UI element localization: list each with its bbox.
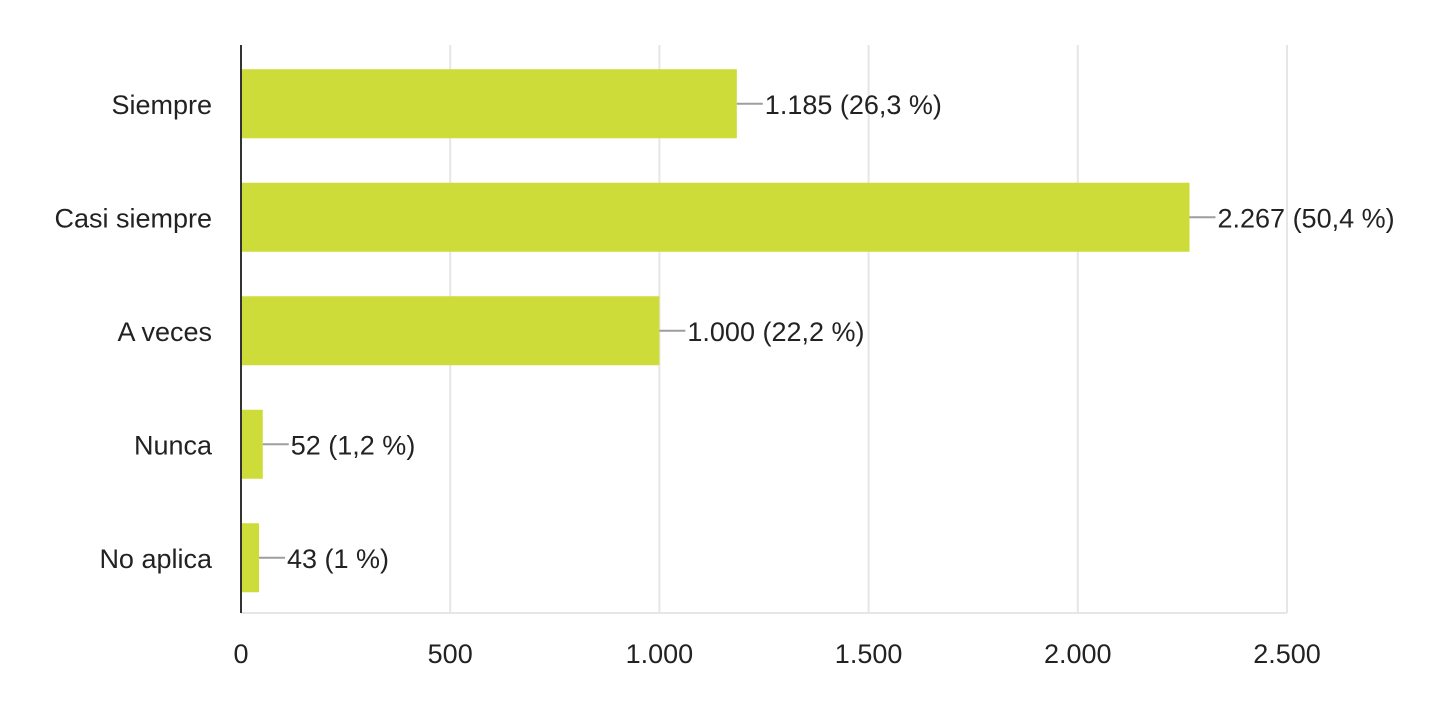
data-label: 52 (1,2 %): [291, 430, 416, 460]
data-label: 1.000 (22,2 %): [687, 317, 864, 347]
data-labels: 1.185 (26,3 %) 2.267 (50,4 %) 1.000 (22,2 …: [287, 90, 1395, 574]
x-tick-labels: 0 500 1.000 1.500 2.000 2.500: [233, 639, 1320, 669]
category-label: A veces: [117, 317, 212, 347]
x-tick-label: 2.000: [1044, 639, 1112, 669]
bar: [241, 523, 259, 593]
bar: [241, 296, 660, 366]
category-label: Nunca: [134, 430, 213, 460]
x-tick-label: 1.000: [626, 639, 694, 669]
bar: [241, 69, 737, 139]
data-label: 1.185 (26,3 %): [765, 90, 942, 120]
category-label: No aplica: [99, 544, 213, 574]
x-tick-label: 1.500: [835, 639, 903, 669]
x-tick-label: 0: [233, 639, 248, 669]
leader-lines: [258, 102, 1216, 559]
bar: [241, 182, 1190, 252]
category-labels: Siempre Casi siempre A veces Nunca No aplica: [54, 90, 213, 574]
data-label: 2.267 (50,4 %): [1218, 203, 1395, 233]
category-label: Casi siempre: [54, 203, 212, 233]
grid-lines: [241, 45, 1288, 614]
x-tick-label: 2.500: [1253, 639, 1321, 669]
x-tick-label: 500: [428, 639, 473, 669]
bars: [241, 69, 1190, 593]
bar: [241, 409, 263, 479]
category-label: Siempre: [111, 90, 212, 120]
data-label: 43 (1 %): [287, 544, 389, 574]
